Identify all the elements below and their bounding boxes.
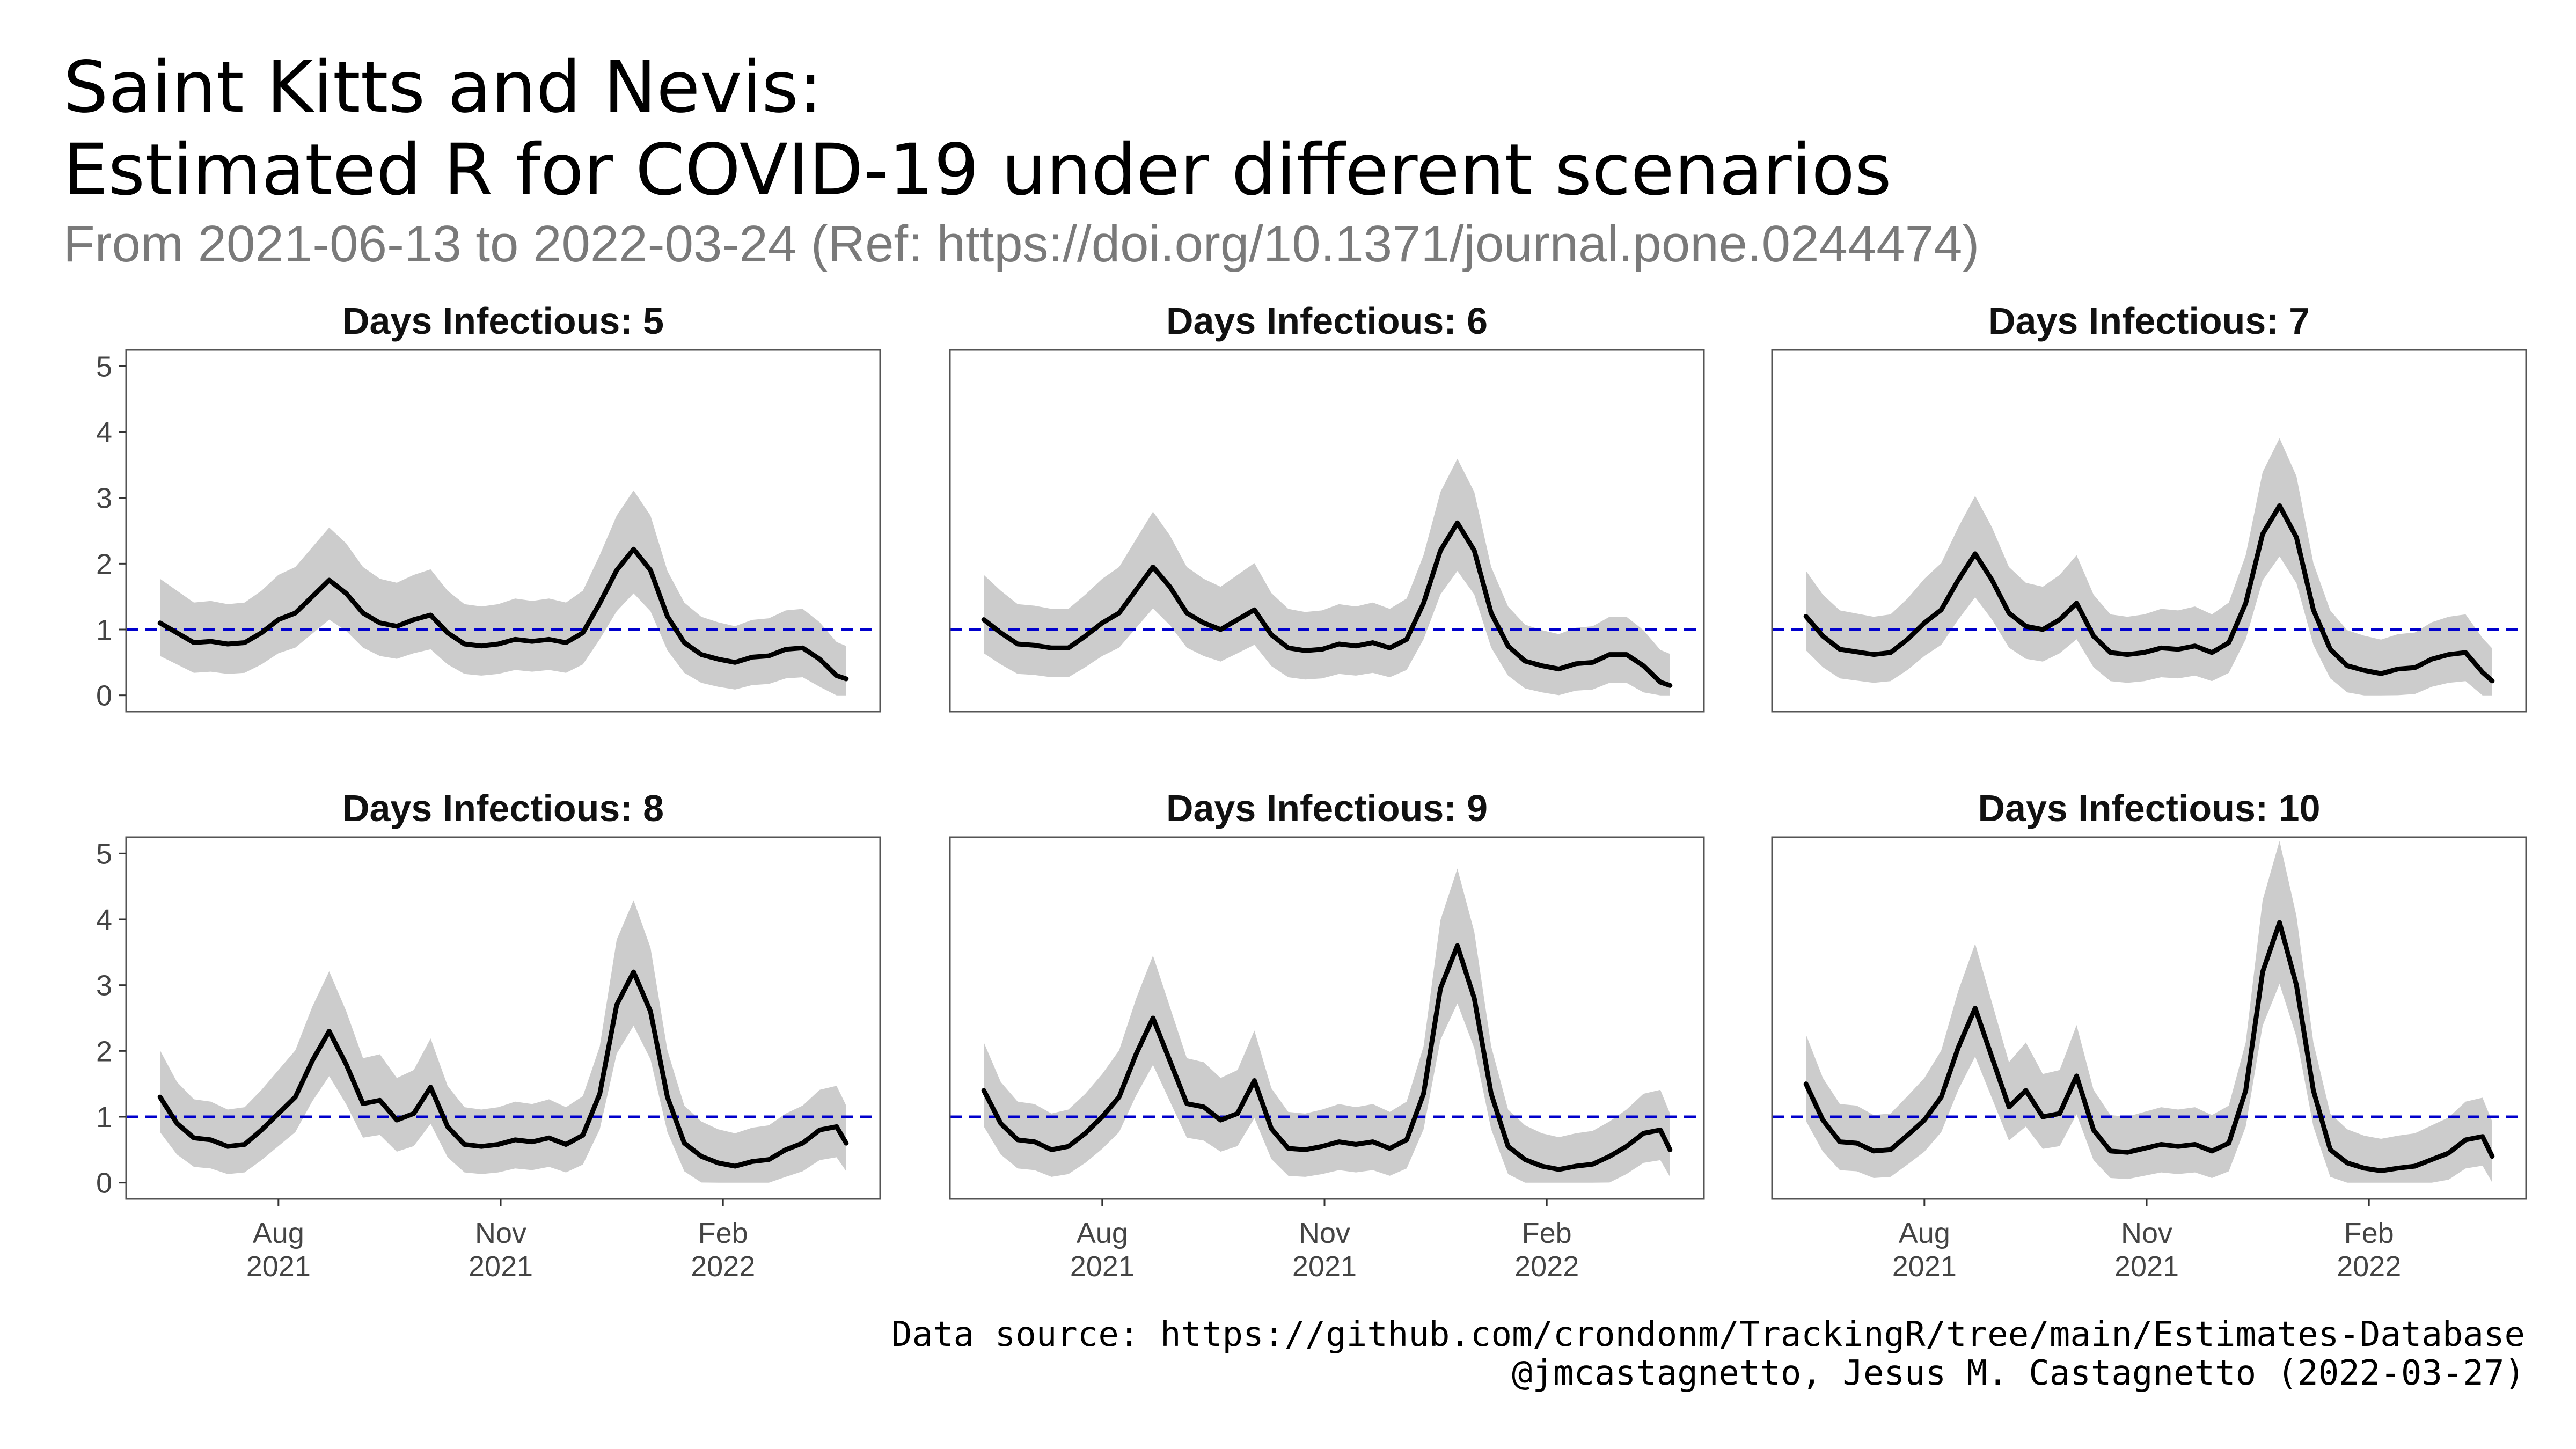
panel-title: Days Infectious: 6 bbox=[1166, 300, 1488, 342]
estimated-r-line bbox=[1803, 503, 2495, 684]
y-tick-label: 4 bbox=[96, 904, 112, 936]
x-tick-label-year: 2021 bbox=[469, 1250, 533, 1283]
x-tick-label-year: 2021 bbox=[1070, 1250, 1135, 1283]
x-tick-label-year: 2022 bbox=[691, 1250, 755, 1283]
y-tick-label: 2 bbox=[96, 548, 112, 580]
confidence-ribbon bbox=[1806, 841, 2492, 1183]
chart-title-line-2: Estimated R for COVID-19 under different… bbox=[63, 129, 1892, 211]
x-tick-label-month: Aug bbox=[253, 1217, 304, 1249]
chart-subtitle: From 2021-06-13 to 2022-03-24 (Ref: http… bbox=[63, 215, 1980, 273]
x-tick-label-year: 2021 bbox=[1292, 1250, 1357, 1283]
panel-4: Days Infectious: 8012345Aug2021Nov2021Fe… bbox=[96, 787, 881, 1283]
panel-title: Days Infectious: 8 bbox=[342, 787, 664, 829]
panel-title: Days Infectious: 9 bbox=[1166, 787, 1488, 829]
x-tick-label-month: Feb bbox=[1522, 1217, 1572, 1249]
panel-title: Days Infectious: 5 bbox=[342, 300, 664, 342]
y-tick-label: 0 bbox=[96, 1167, 112, 1199]
estimated-r-line bbox=[1803, 920, 2495, 1174]
estimated-r-line bbox=[981, 943, 1673, 1172]
x-tick-label-month: Aug bbox=[1899, 1217, 1950, 1249]
panel-frame bbox=[1771, 349, 2527, 713]
confidence-ribbon bbox=[1806, 438, 2492, 696]
x-tick-label-month: Nov bbox=[2121, 1217, 2172, 1249]
y-tick-label: 1 bbox=[96, 1101, 112, 1133]
panel-frame bbox=[125, 836, 881, 1200]
confidence-ribbon bbox=[160, 900, 846, 1183]
panel-frame bbox=[949, 349, 1705, 713]
y-tick-label: 2 bbox=[96, 1035, 112, 1067]
y-tick-label: 5 bbox=[96, 838, 112, 870]
x-tick-label-year: 2022 bbox=[1514, 1250, 1579, 1283]
confidence-ribbon bbox=[984, 868, 1670, 1183]
chart-title-line-1: Saint Kitts and Nevis: bbox=[63, 46, 823, 129]
x-tick-label-month: Nov bbox=[1299, 1217, 1350, 1249]
author-caption: @jmcastagnetto, Jesus M. Castagnetto (20… bbox=[1511, 1353, 2525, 1393]
panel-2: Days Infectious: 6 bbox=[949, 300, 1705, 713]
estimated-r-line bbox=[981, 520, 1673, 688]
x-tick-label-year: 2021 bbox=[246, 1250, 311, 1283]
confidence-ribbon bbox=[984, 458, 1670, 696]
x-tick-label-month: Nov bbox=[475, 1217, 526, 1249]
panel-title: Days Infectious: 7 bbox=[1988, 300, 2310, 342]
x-tick-label-year: 2022 bbox=[2337, 1250, 2401, 1283]
y-tick-label: 3 bbox=[96, 482, 112, 515]
x-tick-label-year: 2021 bbox=[1892, 1250, 1957, 1283]
y-tick-label: 3 bbox=[96, 970, 112, 1002]
y-tick-label: 0 bbox=[96, 680, 112, 712]
y-tick-label: 1 bbox=[96, 614, 112, 646]
panel-frame bbox=[949, 836, 1705, 1200]
x-tick-label-month: Aug bbox=[1077, 1217, 1128, 1249]
panel-frame bbox=[125, 349, 881, 713]
y-tick-label: 5 bbox=[96, 350, 112, 383]
confidence-ribbon bbox=[160, 490, 846, 696]
data-source-caption: Data source: https://github.com/crondonm… bbox=[891, 1315, 2525, 1355]
x-tick-label-month: Feb bbox=[698, 1217, 748, 1249]
panel-title: Days Infectious: 10 bbox=[1978, 787, 2321, 829]
x-tick-label-month: Feb bbox=[2344, 1217, 2394, 1249]
y-tick-label: 4 bbox=[96, 416, 112, 449]
estimated-r-line bbox=[157, 969, 849, 1169]
panel-frame bbox=[1771, 836, 2527, 1200]
panel-1: Days Infectious: 5 0 1 2 3 4 5 bbox=[96, 300, 881, 713]
estimated-r-line bbox=[157, 546, 849, 682]
x-tick-label-year: 2021 bbox=[2114, 1250, 2179, 1283]
panel-3: Days Infectious: 7 bbox=[1771, 300, 2527, 713]
